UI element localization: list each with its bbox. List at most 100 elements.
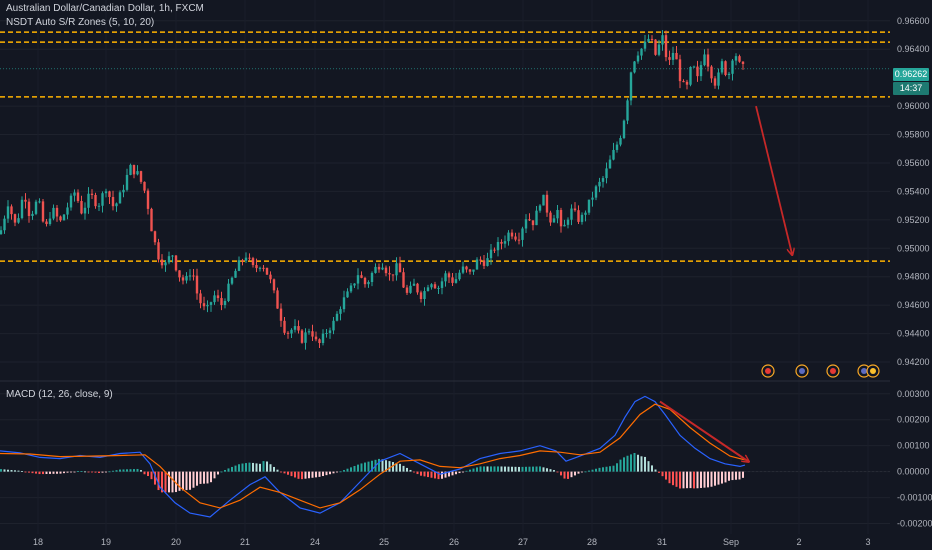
event-icons[interactable]: [761, 364, 880, 378]
candle-body[interactable]: [591, 197, 594, 200]
candle-body[interactable]: [174, 255, 178, 271]
candle-body[interactable]: [297, 326, 300, 331]
candle-body[interactable]: [160, 259, 164, 266]
candle-body[interactable]: [171, 255, 174, 257]
candle-body[interactable]: [108, 191, 111, 197]
candle-body[interactable]: [202, 303, 206, 307]
candle-body[interactable]: [248, 257, 251, 259]
candle-body[interactable]: [573, 208, 577, 211]
candle-body[interactable]: [447, 273, 451, 278]
candle-body[interactable]: [104, 191, 108, 194]
candle-body[interactable]: [577, 210, 580, 222]
candle-body[interactable]: [286, 332, 290, 334]
candle-body[interactable]: [489, 249, 493, 259]
candle-body[interactable]: [594, 186, 598, 198]
candle-body[interactable]: [342, 297, 346, 310]
candle-body[interactable]: [59, 216, 62, 221]
candle-body[interactable]: [629, 72, 633, 101]
candle-body[interactable]: [517, 239, 521, 241]
candle-body[interactable]: [531, 220, 535, 226]
candle-body[interactable]: [461, 266, 465, 273]
candle-body[interactable]: [741, 61, 745, 64]
candle-body[interactable]: [38, 201, 41, 203]
candle-body[interactable]: [521, 228, 524, 240]
candle-body[interactable]: [370, 272, 374, 283]
candle-body[interactable]: [535, 210, 538, 226]
candle-body[interactable]: [325, 332, 328, 334]
macd-legend[interactable]: MACD (12, 26, close, 9): [6, 389, 117, 400]
candle-body[interactable]: [181, 277, 185, 281]
candle-body[interactable]: [661, 35, 664, 45]
candle-body[interactable]: [650, 38, 654, 40]
candle-body[interactable]: [405, 287, 409, 293]
candle-body[interactable]: [360, 275, 363, 278]
candle-body[interactable]: [307, 331, 311, 333]
symbol-legend[interactable]: Australian Dollar/Canadian Dollar, 1h, F…: [6, 3, 208, 14]
candle-body[interactable]: [223, 300, 227, 306]
candle-body[interactable]: [675, 52, 678, 60]
candle-body[interactable]: [409, 285, 412, 293]
candle-body[interactable]: [353, 283, 356, 286]
candle-body[interactable]: [335, 313, 339, 321]
candle-body[interactable]: [321, 333, 325, 344]
candle-body[interactable]: [454, 279, 458, 283]
candle-body[interactable]: [738, 56, 741, 62]
candle-body[interactable]: [528, 219, 531, 221]
candle-body[interactable]: [27, 201, 31, 216]
candle-body[interactable]: [437, 287, 440, 289]
candle-body[interactable]: [402, 272, 405, 288]
candle-body[interactable]: [626, 100, 629, 121]
signal-line[interactable]: [0, 403, 746, 509]
candle-body[interactable]: [129, 164, 132, 175]
candle-body[interactable]: [66, 207, 69, 215]
candle-body[interactable]: [318, 339, 321, 344]
candle-body[interactable]: [482, 260, 486, 266]
candle-body[interactable]: [80, 200, 83, 214]
candle-body[interactable]: [580, 214, 584, 222]
candle-body[interactable]: [139, 171, 143, 182]
candle-body[interactable]: [377, 266, 381, 270]
candle-body[interactable]: [615, 144, 619, 150]
candle-body[interactable]: [258, 267, 262, 269]
candle-body[interactable]: [542, 194, 545, 206]
candle-body[interactable]: [731, 60, 734, 74]
candle-body[interactable]: [13, 214, 17, 223]
candle-body[interactable]: [419, 292, 423, 300]
candle-body[interactable]: [647, 38, 650, 42]
candle-body[interactable]: [524, 219, 528, 229]
candle-body[interactable]: [34, 201, 38, 214]
candle-body[interactable]: [143, 181, 146, 191]
candle-body[interactable]: [640, 48, 643, 56]
candle-body[interactable]: [570, 208, 573, 220]
candle-body[interactable]: [479, 259, 482, 261]
candle-body[interactable]: [83, 207, 87, 214]
candle-body[interactable]: [209, 302, 213, 305]
macd-pane[interactable]: [0, 395, 890, 518]
candle-body[interactable]: [423, 291, 426, 299]
candle-body[interactable]: [465, 266, 468, 270]
candle-body[interactable]: [654, 39, 657, 55]
candle-body[interactable]: [514, 236, 517, 240]
candle-body[interactable]: [290, 329, 293, 334]
candle-body[interactable]: [622, 120, 626, 139]
candle-body[interactable]: [398, 263, 402, 273]
candle-body[interactable]: [584, 212, 587, 215]
candle-body[interactable]: [381, 267, 384, 270]
candle-body[interactable]: [328, 330, 332, 333]
candle-body[interactable]: [157, 242, 160, 260]
candle-body[interactable]: [500, 241, 503, 244]
candle-body[interactable]: [220, 298, 223, 306]
candle-body[interactable]: [230, 277, 234, 284]
candle-body[interactable]: [601, 178, 605, 182]
candle-body[interactable]: [206, 304, 209, 307]
candle-body[interactable]: [384, 267, 388, 274]
candle-body[interactable]: [24, 199, 27, 202]
candle-body[interactable]: [150, 208, 153, 232]
candle-body[interactable]: [300, 330, 304, 343]
candle-body[interactable]: [244, 257, 248, 261]
candle-body[interactable]: [41, 201, 45, 222]
candle-body[interactable]: [237, 260, 241, 271]
candle-body[interactable]: [720, 61, 724, 73]
candle-body[interactable]: [587, 199, 591, 213]
